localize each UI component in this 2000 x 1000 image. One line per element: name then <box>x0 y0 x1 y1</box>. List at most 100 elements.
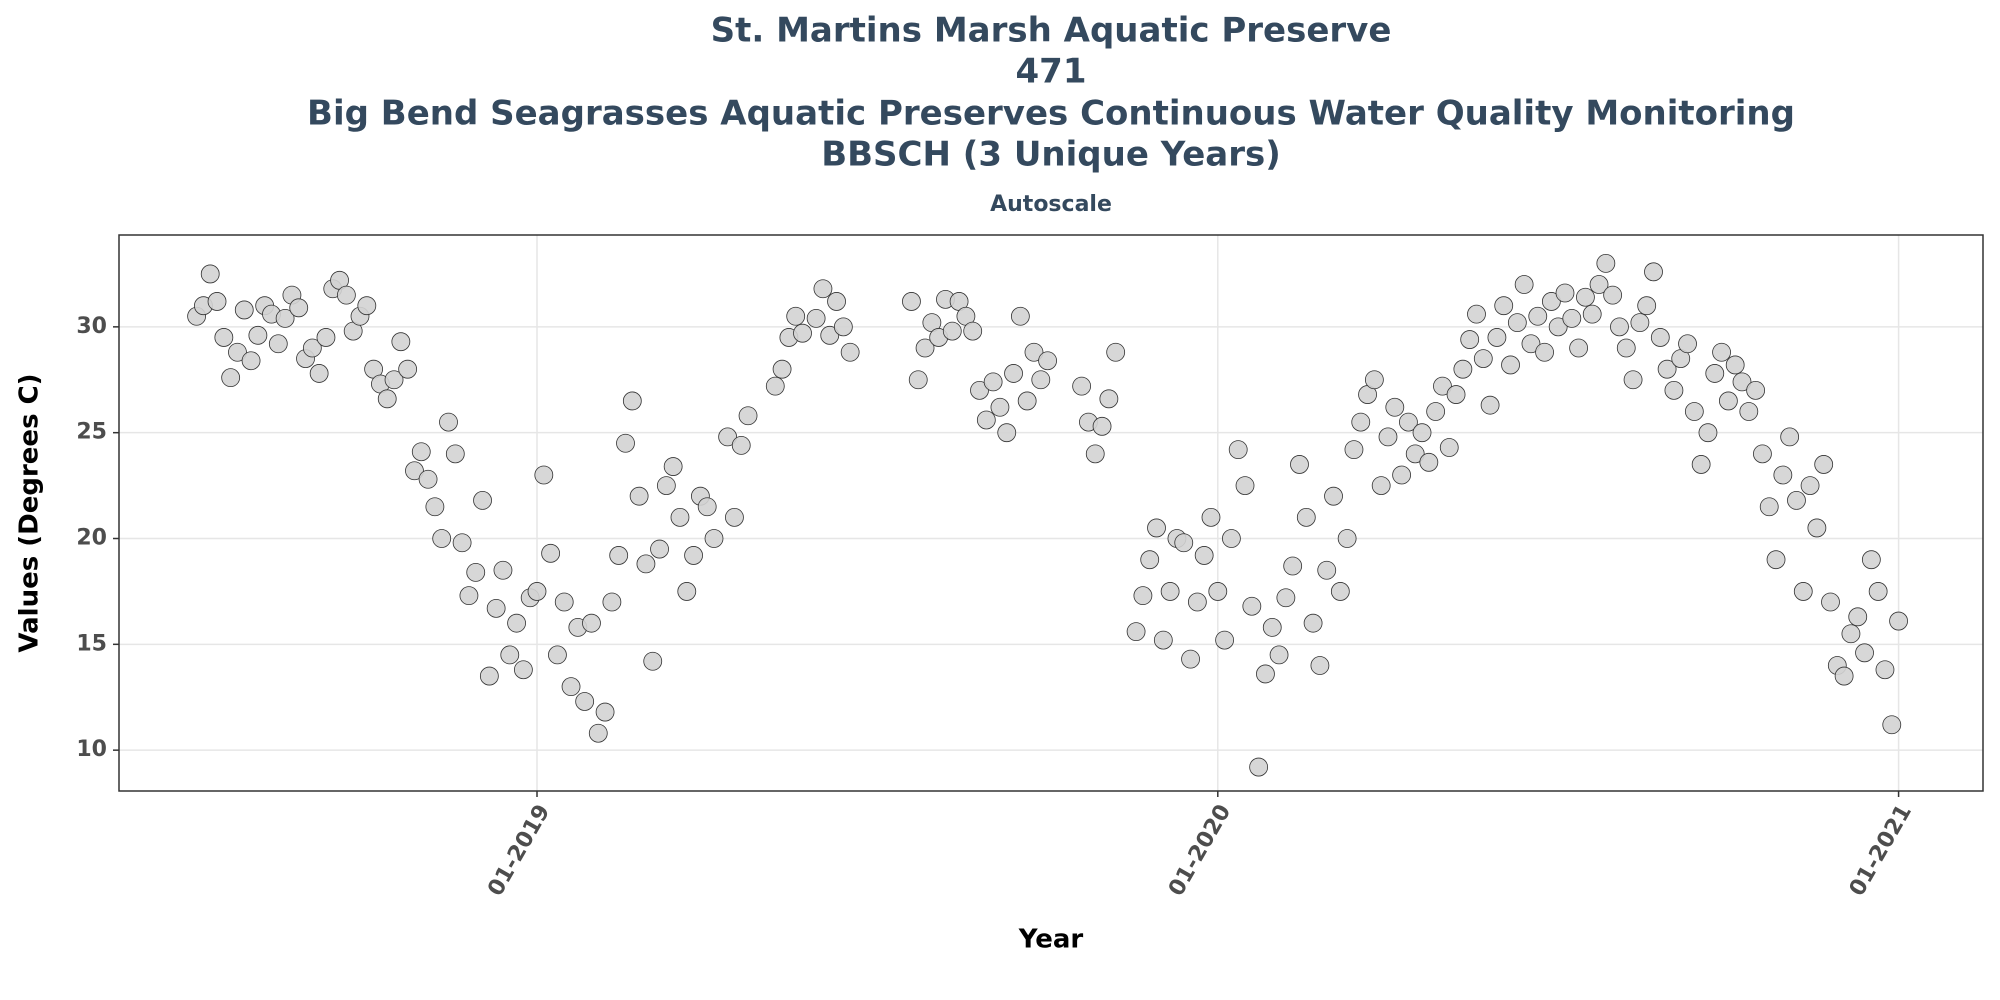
point <box>1201 507 1221 527</box>
point <box>1412 423 1432 443</box>
point <box>908 370 928 390</box>
point <box>772 359 792 379</box>
point <box>1140 550 1160 570</box>
point <box>1596 253 1616 273</box>
point <box>1841 624 1861 644</box>
point <box>1024 342 1044 362</box>
point <box>1378 427 1398 447</box>
point <box>1228 440 1248 460</box>
point <box>1017 391 1037 411</box>
point <box>1814 455 1834 474</box>
point <box>1453 359 1473 379</box>
point <box>1616 338 1636 358</box>
point <box>357 296 377 316</box>
point <box>554 592 574 612</box>
point <box>609 546 629 565</box>
point <box>1330 582 1350 601</box>
point <box>1099 389 1119 409</box>
point <box>391 332 411 352</box>
point <box>1657 359 1677 379</box>
point <box>1269 645 1289 665</box>
point <box>275 308 295 328</box>
point <box>650 539 669 559</box>
point <box>1249 757 1269 777</box>
point <box>1344 440 1364 460</box>
point <box>1753 444 1772 464</box>
point <box>1337 529 1357 548</box>
point <box>1072 376 1092 396</box>
point <box>697 497 717 517</box>
point <box>684 546 703 565</box>
point <box>1821 592 1840 612</box>
point <box>1446 385 1466 404</box>
point <box>1031 370 1051 390</box>
point <box>1739 402 1759 421</box>
point <box>1283 556 1303 576</box>
point <box>833 317 853 337</box>
point <box>1746 380 1766 400</box>
point <box>1569 338 1589 358</box>
point <box>1868 582 1888 601</box>
point <box>1535 342 1554 362</box>
point <box>1514 275 1534 294</box>
point <box>622 391 642 411</box>
point <box>1262 617 1282 637</box>
point <box>384 370 404 390</box>
point <box>527 582 547 601</box>
point <box>1160 582 1180 601</box>
point <box>1487 328 1507 347</box>
point <box>228 342 247 362</box>
chart-title: St. Martins Marsh Aquatic Preserve <box>711 11 1392 51</box>
point <box>1215 630 1235 650</box>
point <box>786 306 806 326</box>
point <box>575 692 595 711</box>
point <box>1426 402 1446 421</box>
point <box>902 292 921 311</box>
point <box>248 325 268 345</box>
y-tick-label: 30 <box>76 314 107 339</box>
point <box>1889 611 1908 631</box>
point <box>1780 427 1800 447</box>
point <box>1126 622 1146 642</box>
point <box>1276 588 1296 608</box>
point <box>1582 304 1602 324</box>
point <box>997 423 1017 443</box>
y-axis-label: Values (Degrees C) <box>15 373 45 652</box>
point <box>1235 476 1255 495</box>
point <box>1773 465 1793 485</box>
point <box>445 444 465 464</box>
point <box>1623 370 1643 390</box>
point <box>1507 313 1527 333</box>
point <box>425 497 445 517</box>
point <box>1310 656 1330 675</box>
point <box>1562 308 1582 328</box>
point <box>1848 607 1868 627</box>
point <box>1718 391 1738 411</box>
point <box>663 457 683 476</box>
point <box>234 300 254 320</box>
point <box>840 342 860 362</box>
point <box>411 442 431 462</box>
point <box>820 325 840 345</box>
point <box>942 321 962 341</box>
point <box>1521 334 1541 354</box>
point <box>513 660 533 680</box>
point <box>316 328 336 347</box>
point <box>500 645 520 665</box>
point <box>241 351 261 371</box>
point <box>473 491 492 510</box>
point <box>1085 444 1105 464</box>
x-tick-label: 01-2019 <box>483 801 555 901</box>
point <box>1324 486 1343 506</box>
point <box>1807 518 1827 538</box>
point <box>377 389 397 409</box>
point <box>561 677 581 697</box>
point <box>1106 342 1126 362</box>
point <box>1303 613 1323 633</box>
chart-title: BBSCH (3 Unique Years) <box>821 135 1281 175</box>
point <box>1351 412 1371 432</box>
point <box>405 461 424 481</box>
point <box>731 435 751 455</box>
point <box>541 543 561 563</box>
point <box>915 338 935 358</box>
